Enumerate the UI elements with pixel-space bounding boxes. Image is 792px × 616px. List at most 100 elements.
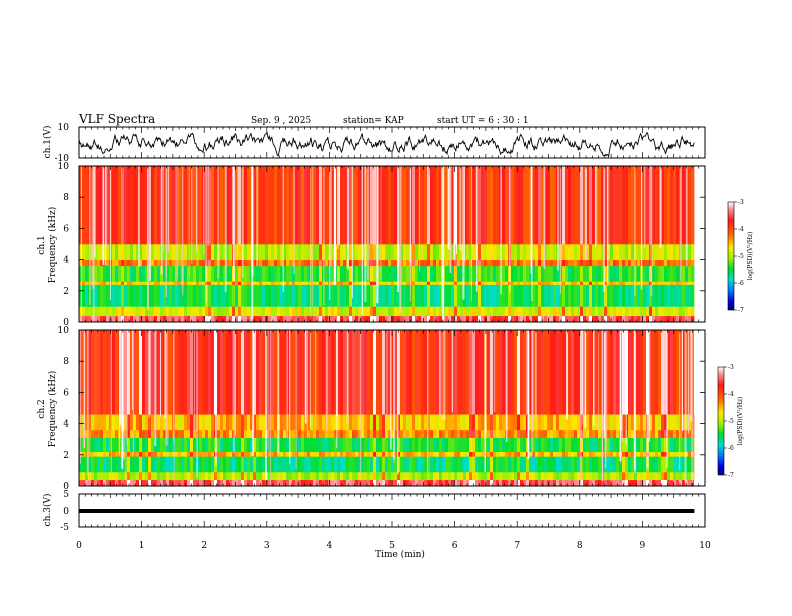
spectrogram-cell — [445, 479, 449, 487]
spectrogram-cell — [622, 437, 626, 452]
spectrogram-cell — [301, 259, 305, 267]
spectrogram-cell — [412, 451, 416, 457]
spectrogram-cell — [436, 315, 440, 323]
spectrogram-cell — [94, 259, 98, 267]
spectrogram-cell — [643, 265, 647, 282]
spectrogram-cell — [178, 315, 182, 323]
spectrogram-cell — [148, 315, 152, 323]
spectrogram-streak — [633, 330, 636, 420]
spectrogram-streak — [593, 330, 595, 426]
spectrogram-cell — [127, 429, 131, 438]
spectrogram-cell — [646, 265, 650, 282]
spectrogram-cell — [151, 306, 155, 317]
spectrogram-cell — [496, 451, 500, 457]
spectrogram-cell — [337, 414, 341, 431]
ch1-colorbar-scale — [727, 201, 735, 311]
spectrogram-cell — [358, 330, 362, 415]
spectrogram-cell — [577, 284, 581, 307]
spectrogram-cell — [238, 479, 242, 487]
spectrogram-cell — [382, 471, 386, 481]
spectrogram-cell — [574, 284, 578, 307]
spectrogram-cell — [667, 456, 671, 473]
spectrogram-cell — [79, 456, 83, 473]
spectrogram-cell — [694, 265, 695, 282]
spectrogram-cell — [103, 315, 107, 323]
spectrogram-cell — [340, 281, 344, 285]
spectrogram-cell — [286, 451, 290, 457]
spectrogram-cell — [646, 471, 650, 481]
spectrogram-cell — [484, 281, 488, 285]
spectrogram-cell — [184, 414, 188, 431]
spectrogram-cell — [88, 456, 92, 473]
spectrogram-cell — [253, 456, 257, 473]
spectrogram-cell — [235, 451, 239, 457]
spectrogram-cell — [385, 414, 389, 431]
spectrogram-cell — [583, 451, 587, 457]
spectrogram-cell — [220, 281, 224, 285]
spectrogram-streak — [659, 166, 662, 248]
spectrogram-streak — [464, 166, 465, 262]
spectrogram-cell — [622, 330, 626, 415]
spectrogram-cell — [592, 306, 596, 317]
spectrogram-cell — [679, 479, 683, 487]
spectrogram-cell — [124, 414, 128, 431]
spectrogram-cell — [553, 315, 557, 323]
spectrogram-cell — [178, 456, 182, 473]
spectrogram-cell — [592, 284, 596, 307]
spectrogram-cell — [193, 166, 197, 245]
spectrogram-cell — [259, 479, 263, 487]
spectrogram-streak — [159, 330, 161, 417]
spectrogram-cell — [94, 284, 98, 307]
spectrogram-cell — [628, 414, 632, 431]
spectrogram-cell — [118, 244, 122, 260]
spectrogram-cell — [490, 456, 494, 473]
spectrogram-cell — [391, 244, 395, 260]
spectrogram-cell — [220, 284, 224, 307]
spectrogram-cell — [634, 315, 638, 323]
spectrogram-cell — [511, 306, 515, 317]
spectrogram-streak — [177, 166, 179, 279]
spectrogram-cell — [643, 330, 647, 415]
spectrogram-cell — [520, 414, 524, 431]
spectrogram-cell — [478, 244, 482, 260]
spectrogram-cell — [535, 414, 539, 431]
spectrogram-cell — [334, 315, 338, 323]
spectrogram-cell — [673, 265, 677, 282]
spectrogram-streak — [325, 330, 328, 431]
spectrogram-cell — [466, 244, 470, 260]
spectrogram-cell — [112, 451, 116, 457]
spectrogram-cell — [400, 284, 404, 307]
spectrogram-cell — [319, 437, 323, 452]
spectrogram-cell — [295, 306, 299, 317]
spectrogram-cell — [676, 166, 680, 245]
spectrogram-cell — [163, 306, 167, 317]
spectrogram-cell — [283, 281, 287, 285]
spectrogram-cell — [199, 244, 203, 260]
spectrogram-cell — [568, 451, 572, 457]
spectrogram-cell — [466, 166, 470, 245]
time-tick-label: 2 — [201, 541, 207, 551]
spectrogram-cell — [259, 414, 263, 431]
spectrogram-cell — [136, 437, 140, 452]
spectrogram-streak — [500, 166, 502, 295]
spectrogram-cell — [85, 259, 89, 267]
spectrogram-cell — [367, 437, 371, 452]
spectrogram-cell — [142, 437, 146, 452]
spectrogram-cell — [298, 330, 302, 415]
spectrogram-cell — [295, 166, 299, 245]
spectrogram-cell — [520, 166, 524, 245]
spectrogram-cell — [565, 479, 569, 487]
spectrogram-cell — [331, 479, 335, 487]
spectrogram-cell — [97, 284, 101, 307]
spectrogram-cell — [274, 259, 278, 267]
spectrogram-cell — [340, 451, 344, 457]
spectrogram-cell — [256, 471, 260, 481]
spectrogram-cell — [226, 306, 230, 317]
spectrogram-cell — [166, 281, 170, 285]
spectrogram-cell — [301, 456, 305, 473]
spectrogram-cell — [235, 281, 239, 285]
spectrogram-streak — [109, 166, 111, 300]
spectrogram-cell — [658, 284, 662, 307]
spectrogram-cell — [511, 284, 515, 307]
spectrogram-cell — [115, 451, 119, 457]
